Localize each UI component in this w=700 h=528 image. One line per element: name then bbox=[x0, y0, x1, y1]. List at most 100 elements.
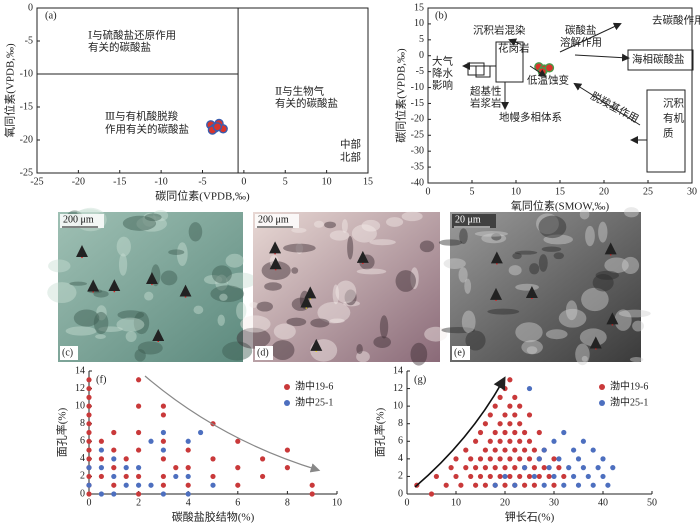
photo-texture bbox=[536, 213, 559, 235]
point bbox=[136, 429, 142, 436]
point bbox=[448, 465, 454, 471]
x-tick-label: 25 bbox=[643, 186, 653, 197]
trend-arrow bbox=[414, 376, 506, 488]
photo bbox=[58, 212, 243, 362]
photo-texture bbox=[273, 323, 296, 340]
y-tick-label: 8 bbox=[398, 418, 403, 429]
point bbox=[185, 491, 191, 497]
photo-texture bbox=[410, 267, 419, 290]
y-tick-label: -20 bbox=[20, 134, 33, 145]
photo-texture bbox=[359, 254, 375, 270]
x-tick-label: 8 bbox=[285, 497, 290, 508]
point bbox=[185, 482, 191, 488]
x-axis-label: 钾长石(%) bbox=[505, 510, 555, 524]
photo-texture bbox=[125, 331, 137, 342]
photo-texture bbox=[210, 285, 245, 303]
point bbox=[497, 456, 503, 462]
x-axis-label: 碳酸盐胶结物(%) bbox=[172, 510, 255, 524]
photo-texture bbox=[618, 309, 651, 318]
point bbox=[111, 429, 117, 436]
photo-texture bbox=[514, 250, 538, 255]
photo-texture bbox=[438, 239, 463, 246]
photo-texture bbox=[137, 341, 163, 355]
photo-texture bbox=[579, 328, 607, 347]
photo-texture bbox=[122, 215, 157, 231]
photo-texture bbox=[515, 283, 539, 291]
y-tick-label: -35 bbox=[411, 161, 424, 172]
point bbox=[160, 412, 166, 418]
legend-label: 渤中25-1 bbox=[610, 395, 648, 408]
scale-box bbox=[60, 214, 104, 228]
x-tick-label: 15 bbox=[555, 186, 565, 197]
point bbox=[148, 438, 154, 444]
x-tick-label: 10 bbox=[322, 176, 332, 187]
point bbox=[123, 482, 129, 488]
y-tick-label: -25 bbox=[20, 167, 33, 178]
y-tick-label: -40 bbox=[411, 177, 424, 188]
point bbox=[86, 482, 92, 488]
photo-texture bbox=[526, 346, 538, 354]
point bbox=[111, 456, 117, 462]
y-tick-label: -20 bbox=[411, 114, 424, 125]
photo-texture bbox=[219, 293, 228, 301]
point bbox=[86, 385, 92, 392]
point bbox=[590, 447, 596, 453]
point bbox=[492, 465, 498, 471]
photo-texture bbox=[541, 246, 562, 252]
point bbox=[551, 438, 557, 444]
photo-texture bbox=[118, 253, 128, 276]
point bbox=[463, 465, 469, 471]
photo-texture bbox=[329, 230, 350, 241]
point bbox=[502, 385, 508, 392]
photo-texture bbox=[144, 291, 154, 301]
y-tick-label: 2 bbox=[80, 471, 85, 482]
annotation: 去碳酸作用 bbox=[652, 13, 700, 26]
point bbox=[546, 473, 552, 480]
y-tick-label: 6 bbox=[80, 436, 85, 447]
photo-texture bbox=[48, 259, 71, 273]
annotation: 沉积岩混染 bbox=[473, 23, 526, 36]
point bbox=[517, 403, 523, 409]
point bbox=[198, 429, 204, 436]
point bbox=[531, 447, 538, 453]
schematic-arrow bbox=[559, 22, 622, 53]
point bbox=[86, 456, 92, 462]
photo-texture bbox=[529, 263, 540, 275]
photo-texture bbox=[464, 278, 472, 294]
x-tick-label: 0 bbox=[241, 176, 246, 187]
photo-texture bbox=[283, 243, 316, 253]
photo-texture bbox=[93, 311, 109, 335]
x-tick-label: 0 bbox=[405, 497, 410, 508]
photo-texture bbox=[341, 219, 348, 233]
photo-texture bbox=[379, 315, 389, 339]
trend-arrow bbox=[144, 375, 321, 473]
annotation: 低温蚀变 bbox=[527, 73, 569, 86]
point bbox=[544, 63, 555, 73]
point bbox=[86, 438, 92, 444]
point bbox=[492, 447, 498, 453]
point bbox=[212, 122, 223, 132]
annotation: 花岗岩 bbox=[498, 41, 530, 54]
point bbox=[136, 377, 142, 383]
legend-marker bbox=[599, 384, 605, 390]
x-axis-label: 碳同位素(VPDB,‰) bbox=[155, 189, 250, 203]
point bbox=[531, 482, 538, 488]
photo-texture bbox=[543, 234, 573, 245]
point bbox=[284, 465, 290, 471]
panel: 0 2 4 6 8 10 0 2 4 6 8 10 12 14 碳酸盐胶结物(%) 面孔率(%) (f) 渤中19… bbox=[55, 365, 342, 523]
point bbox=[546, 465, 552, 471]
y-tick-label: 4 bbox=[80, 453, 85, 464]
photo-texture bbox=[629, 356, 644, 363]
photo-texture bbox=[401, 211, 423, 222]
point bbox=[86, 377, 92, 383]
annotation: 碳酸盐 bbox=[565, 23, 597, 36]
point bbox=[551, 473, 557, 480]
y-tick-label: 2 bbox=[398, 471, 403, 482]
plot-frame bbox=[427, 7, 693, 184]
point bbox=[590, 482, 596, 488]
point bbox=[260, 456, 266, 462]
point bbox=[111, 447, 117, 453]
point bbox=[575, 456, 582, 462]
photo-texture bbox=[579, 208, 590, 220]
